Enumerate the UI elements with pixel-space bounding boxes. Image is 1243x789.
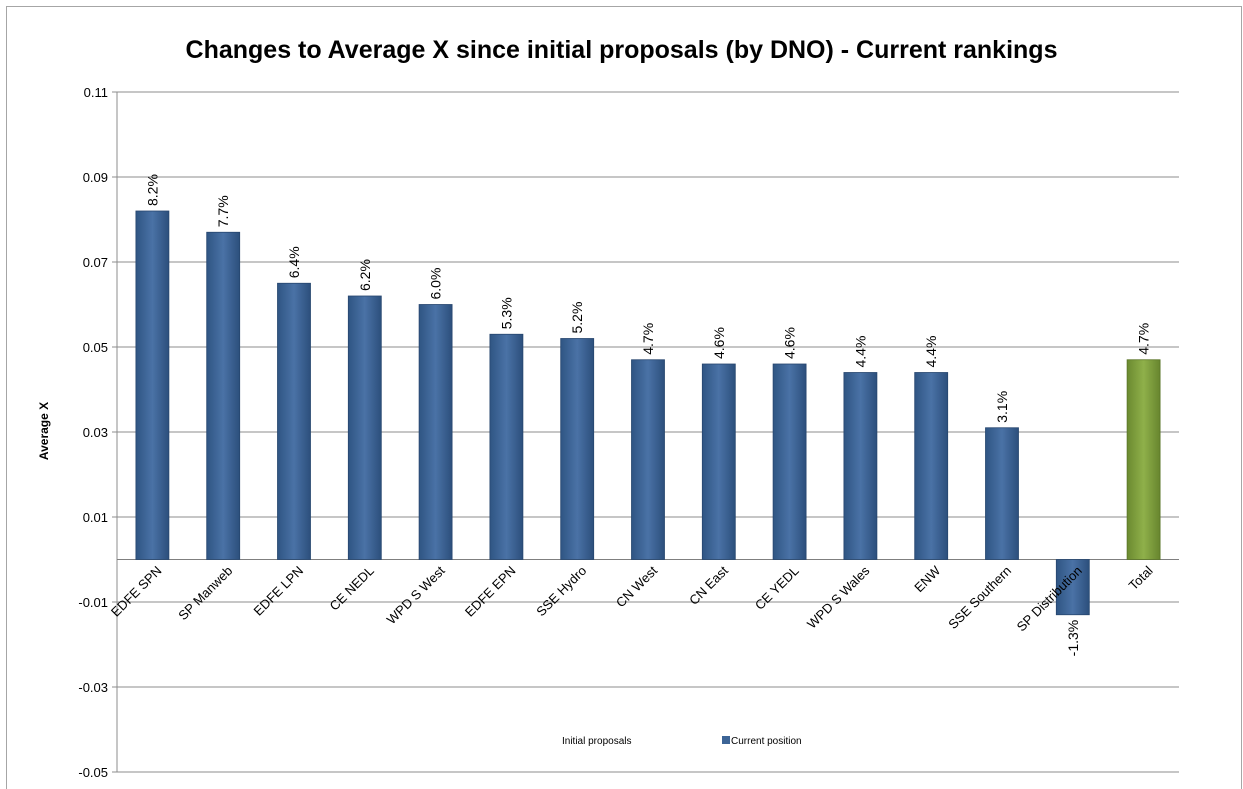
x-category-label: EDFE SPN	[108, 563, 165, 620]
x-category-label: ENW	[911, 563, 944, 596]
y-tick-label: 0.05	[83, 340, 108, 355]
data-label: 8.2%	[144, 174, 160, 206]
data-label: 6.0%	[428, 268, 444, 300]
y-tick-label: -0.01	[78, 595, 108, 610]
data-label: 7.7%	[215, 195, 231, 227]
data-label: 4.7%	[640, 323, 656, 355]
x-category-label: CE YEDL	[752, 563, 802, 613]
legend-entry-current: Current position	[731, 736, 802, 747]
y-tick-label: 0.01	[83, 510, 108, 525]
x-category-label: SSE Hydro	[533, 563, 589, 619]
x-category-label: CN East	[686, 563, 731, 608]
data-label: 4.4%	[852, 336, 868, 368]
x-category-label: SP Manweb	[175, 563, 235, 623]
legend: Initial proposals Current position	[562, 736, 802, 747]
bar	[701, 363, 736, 560]
data-label: 4.4%	[923, 336, 939, 368]
bar	[1055, 559, 1090, 616]
x-category-label: WPD S Wales	[804, 563, 873, 632]
data-label: 6.4%	[286, 246, 302, 278]
bar	[135, 210, 170, 560]
bar	[489, 333, 524, 560]
bar	[206, 231, 241, 560]
y-tick-label: 0.07	[83, 255, 108, 270]
bar	[914, 372, 949, 560]
y-tick-label: 0.03	[83, 425, 108, 440]
x-category-label: SSE Southern	[945, 563, 1014, 632]
x-category-label: EDFE LPN	[251, 563, 307, 619]
x-category-label: CE NEDL	[326, 563, 376, 613]
bar	[631, 359, 665, 560]
y-tick-label: -0.03	[78, 680, 108, 695]
data-label: 4.6%	[711, 327, 727, 359]
x-category-label: Total	[1126, 563, 1156, 593]
bar	[418, 304, 453, 560]
bar	[985, 427, 1019, 560]
chart-title: Changes to Average X since initial propo…	[185, 36, 1058, 64]
bar	[560, 338, 595, 560]
bar	[772, 363, 807, 560]
bar-total	[1126, 359, 1161, 560]
legend-entry-initial: Initial proposals	[562, 736, 631, 747]
data-label: 5.2%	[569, 302, 585, 334]
x-category-label: WPD S West	[384, 563, 448, 627]
data-label: 4.6%	[782, 327, 798, 359]
x-category-label: CN West	[613, 563, 660, 610]
data-label: 4.7%	[1136, 323, 1152, 355]
bar	[843, 372, 878, 560]
bar	[347, 295, 382, 560]
legend-swatch-current	[722, 736, 730, 744]
data-label: 6.2%	[357, 259, 373, 291]
y-axis-label: Average X	[37, 402, 51, 460]
y-tick-label: 0.11	[84, 85, 108, 100]
y-tick-label: -0.05	[78, 765, 108, 780]
data-label: 3.1%	[994, 391, 1010, 423]
y-tick-label: 0.09	[83, 170, 108, 185]
data-label: 5.3%	[498, 297, 514, 329]
bar	[277, 282, 311, 560]
x-category-label: EDFE EPN	[462, 563, 519, 620]
data-label: -1.3%	[1065, 620, 1081, 657]
